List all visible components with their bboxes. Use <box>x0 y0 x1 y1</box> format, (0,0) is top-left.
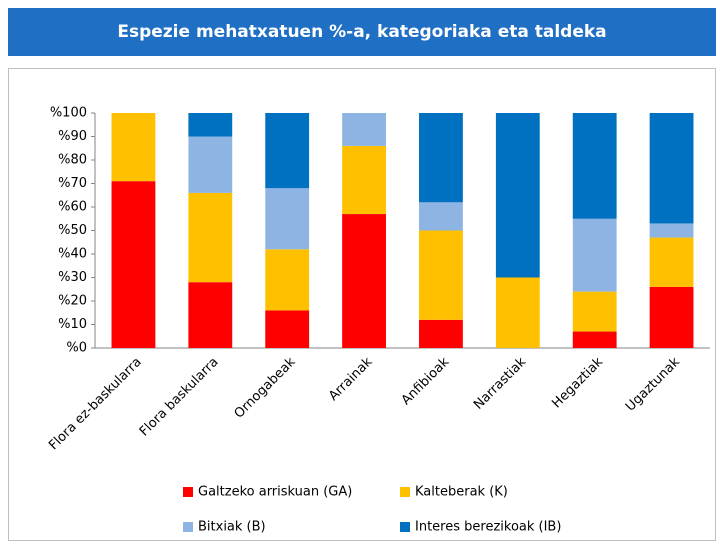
bar-segment <box>649 223 694 238</box>
y-tick-label: %50 <box>58 223 87 238</box>
legend-swatch <box>400 522 410 532</box>
bar-segment <box>649 237 694 287</box>
legend-swatch <box>183 487 193 497</box>
bar-segment <box>649 286 694 348</box>
y-tick-label: %20 <box>58 294 87 309</box>
x-tick-label: Arrainak <box>326 354 376 404</box>
bar-segment <box>572 113 617 219</box>
bar-segment <box>265 113 310 189</box>
y-tick-label: %60 <box>58 200 87 215</box>
chart-title: Espezie mehatxatuen %-a, kategoriaka eta… <box>117 22 606 42</box>
bar-segment <box>649 113 694 224</box>
x-tick-label: Ornogabeak <box>232 354 299 421</box>
bar-segment <box>495 277 540 348</box>
bar-segment <box>419 113 463 203</box>
bar-segment <box>419 319 463 348</box>
bar-segment <box>342 113 386 146</box>
chart-frame <box>8 68 716 541</box>
bar-segment <box>572 331 617 348</box>
bar-segment <box>342 214 386 348</box>
y-tick-label: %10 <box>58 317 87 332</box>
y-tick-label: %40 <box>58 247 87 262</box>
y-tick-label: %0 <box>66 341 87 356</box>
y-tick-label: %100 <box>50 106 87 121</box>
bar-segment <box>111 181 156 348</box>
legend-label: Interes berezikoak (IB) <box>415 520 561 535</box>
bar-segment <box>419 202 463 231</box>
y-tick-label: %90 <box>58 129 87 144</box>
legend-label: Kalteberak (K) <box>415 485 508 500</box>
legend-swatch <box>400 487 410 497</box>
bar-segment <box>265 310 310 348</box>
bar-segment <box>572 291 617 332</box>
x-tick-label: Anfibioak <box>399 354 453 408</box>
legend-label: Galtzeko arriskuan (GA) <box>198 485 352 500</box>
bar-segment <box>572 218 617 292</box>
bar-segment <box>188 136 233 193</box>
bar-segment <box>265 249 310 311</box>
bar-segment <box>111 113 156 182</box>
y-tick-label: %30 <box>58 270 87 285</box>
x-tick-label: Narrastiak <box>471 354 529 412</box>
legend-label: Bitxiak (B) <box>198 520 266 535</box>
title-banner <box>8 8 716 56</box>
y-tick-label: %80 <box>58 153 87 168</box>
y-tick-label: %70 <box>58 176 87 191</box>
bar-segment <box>188 282 233 348</box>
x-tick-label: Ugaztunak <box>623 354 683 414</box>
bar-segment <box>495 113 540 278</box>
bar-segment <box>188 192 233 283</box>
bar-segment <box>419 230 463 320</box>
bar-segment <box>342 145 386 215</box>
x-tick-label: Flora baskularra <box>137 355 222 440</box>
x-tick-label: Hegaztiak <box>549 354 606 411</box>
legend-swatch <box>183 522 193 532</box>
x-tick-label: Flora ez-baskularra <box>46 355 145 454</box>
bar-segment <box>265 188 310 250</box>
bar-segment <box>188 113 233 137</box>
